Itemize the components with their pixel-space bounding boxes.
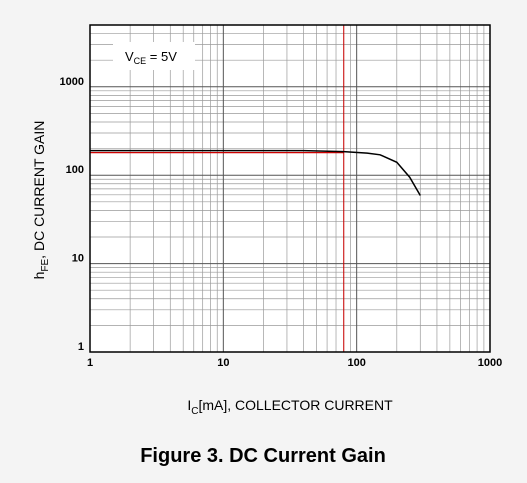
annotation-main: V xyxy=(125,49,134,64)
marks xyxy=(90,25,421,352)
y-label-sub: FE xyxy=(40,258,51,271)
x-label-sub: C xyxy=(191,406,198,417)
annotation-box xyxy=(113,42,195,70)
grid xyxy=(89,25,491,353)
data-line xyxy=(90,149,421,196)
annotation-rest: = 5V xyxy=(146,49,177,64)
plot-area xyxy=(90,25,490,352)
x-axis-label: IC[mA], COLLECTOR CURRENT xyxy=(187,397,393,417)
chart-title: Figure 3. DC Current Gain xyxy=(140,445,386,467)
x-tick-label: 10 xyxy=(217,357,229,369)
annotation: VCE = 5V xyxy=(125,49,177,66)
x-tick-label: 1 xyxy=(87,357,93,369)
x-label-main: I xyxy=(187,397,191,413)
y-tick-label: 1 xyxy=(78,341,84,353)
plot-frame xyxy=(89,24,491,353)
x-tick-label: 100 xyxy=(347,357,365,369)
y-tick-label: 10 xyxy=(72,253,84,265)
x-tick-label: 1000 xyxy=(478,357,502,369)
y-tick-label: 100 xyxy=(66,164,84,176)
y-tick-label: 1000 xyxy=(60,76,84,88)
annotation-sub: CE xyxy=(134,56,147,66)
y-label-rest: , DC CURRENT GAIN xyxy=(31,121,47,259)
y-label-main: h xyxy=(31,272,47,280)
y-axis-label: hFE, DC CURRENT GAIN xyxy=(31,121,51,280)
x-label-rest: [mA], COLLECTOR CURRENT xyxy=(198,397,393,413)
